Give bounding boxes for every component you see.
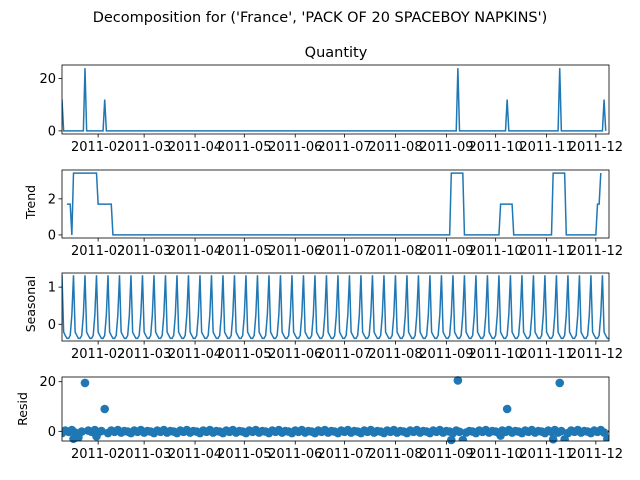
resid-point [100,404,110,414]
resid-xtick-label: 2011-10 [468,447,522,462]
trend-panel-ylabel: Trend [23,185,38,220]
seasonal-xtick-label: 2011-04 [168,347,222,362]
resid-point [453,376,463,385]
trend-axes-frame [61,169,610,239]
observed-series-line [62,68,607,132]
trend-xtick-label: 2011-10 [468,244,522,259]
resid-ytick-label: 20 [39,375,56,390]
seasonal-xtick-label: 2011-07 [317,347,371,362]
resid-xtick-label: 2011-08 [368,447,422,462]
observed-ytick-label: 0 [48,124,56,139]
seasonal-xtick-label: 2011-10 [468,347,522,362]
resid-xtick-label: 2011-07 [317,447,371,462]
resid-point [80,378,90,388]
observed-xtick-label: 2011-08 [368,140,422,155]
trend-xtick-label: 2011-09 [419,244,473,259]
observed-xtick-label: 2011-05 [217,140,271,155]
resid-point [548,434,558,444]
resid-point [496,431,505,440]
observed-xtick-label: 2011-07 [317,140,371,155]
figure-suptitle: Decomposition for ('France', 'PACK OF 20… [93,10,548,26]
trend-xtick-label: 2011-08 [368,244,422,259]
seasonal-ytick-label: 0 [48,318,56,333]
seasonal-xtick-label: 2011-08 [368,347,422,362]
quantity-panel-title: Quantity [305,45,368,61]
resid-xtick-label: 2011-05 [217,447,271,462]
trend-series-line [66,172,602,236]
resid-point [603,434,609,441]
resid-point [502,404,512,414]
seasonal-ytick-label: 1 [48,281,56,296]
seasonal-axes-frame [61,272,610,342]
resid-axes-frame [61,376,610,442]
seasonal-series-line [62,275,609,340]
trend-xtick-label: 2011-06 [268,244,322,259]
observed-ytick-label: 20 [39,72,56,87]
observed-xtick-label: 2011-04 [168,140,222,155]
seasonal-xtick-label: 2011-11 [519,347,573,362]
resid-point [77,427,87,436]
resid-xtick-label: 2011-02 [71,447,125,462]
resid-point [447,435,456,445]
resid-point [557,426,566,436]
seasonal-panel-ylabel: Seasonal [23,276,38,333]
trend-xtick-label: 2011-07 [317,244,371,259]
resid-xtick-label: 2011-12 [569,447,623,462]
resid-xtick-label: 2011-04 [168,447,222,462]
resid-xtick-label: 2011-03 [117,447,171,462]
resid-panel-ylabel: Resid [15,392,30,426]
resid-point [69,434,78,444]
resid-xtick-label: 2011-09 [419,447,473,462]
seasonal-xtick-label: 2011-12 [569,347,623,362]
resid-point [555,378,565,388]
trend-xtick-label: 2011-03 [117,244,171,259]
seasonal-xtick-label: 2011-06 [268,347,322,362]
observed-xtick-label: 2011-03 [117,140,171,155]
trend-xtick-label: 2011-04 [168,244,222,259]
resid-point [455,427,464,437]
resid-ytick-label: 0 [48,425,56,440]
trend-ytick-label: 2 [48,192,56,207]
seasonal-xtick-label: 2011-03 [117,347,171,362]
observed-xtick-label: 2011-06 [268,140,322,155]
seasonal-xtick-label: 2011-09 [419,347,473,362]
trend-xtick-label: 2011-02 [71,244,125,259]
trend-ytick-label: 0 [48,228,56,243]
resid-point [458,435,468,441]
observed-xtick-label: 2011-09 [419,140,473,155]
observed-xtick-label: 2011-02 [71,140,125,155]
observed-axes-frame [61,64,610,135]
resid-point [92,431,101,441]
observed-xtick-label: 2011-12 [569,140,623,155]
resid-xtick-label: 2011-06 [268,447,322,462]
resid-xtick-label: 2011-11 [519,447,573,462]
observed-xtick-label: 2011-11 [519,140,573,155]
seasonal-xtick-label: 2011-02 [71,347,125,362]
trend-xtick-label: 2011-05 [217,244,271,259]
trend-xtick-label: 2011-11 [519,244,573,259]
seasonal-xtick-label: 2011-05 [217,347,271,362]
trend-xtick-label: 2011-12 [569,244,623,259]
observed-xtick-label: 2011-10 [468,140,522,155]
